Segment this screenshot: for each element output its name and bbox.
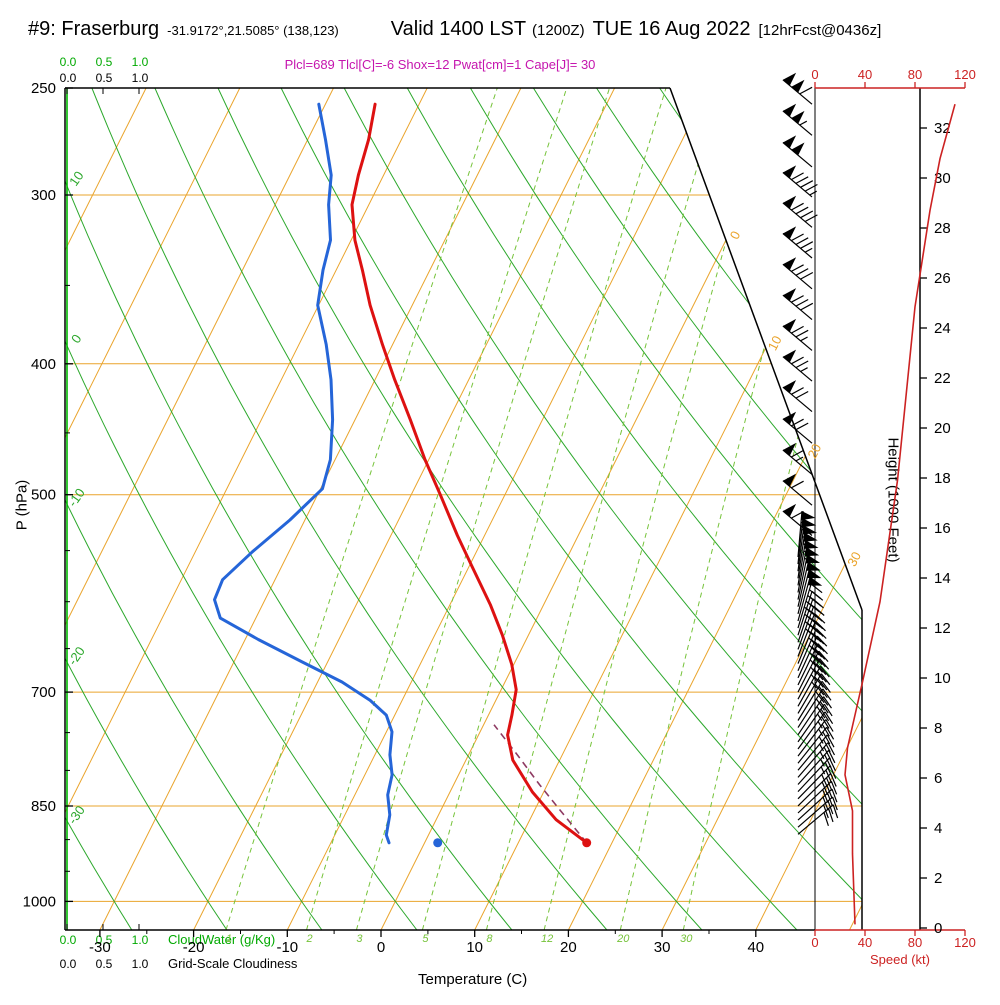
svg-text:-30: -30 [89,939,111,956]
surface-temperature-dot [582,838,591,847]
svg-text:400: 400 [31,356,56,373]
svg-text:-10: -10 [276,939,298,956]
chart-frame [65,88,965,930]
svg-text:10: 10 [934,670,951,687]
svg-text:80: 80 [908,67,922,82]
svg-text:20: 20 [616,933,630,945]
svg-text:0: 0 [727,228,744,241]
svg-text:2: 2 [934,870,942,887]
surface-dewpoint-dot [433,838,442,847]
isotherm-label: 20 [804,441,824,461]
svg-text:5: 5 [422,933,429,945]
svg-text:16: 16 [934,520,951,537]
isotherm-label: 10 [765,333,785,353]
svg-text:8: 8 [934,720,942,737]
svg-text:40: 40 [747,939,764,956]
svg-text:10: 10 [66,168,87,188]
svg-text:40: 40 [858,935,872,950]
svg-text:12: 12 [934,620,951,637]
svg-text:30: 30 [844,549,864,569]
svg-text:24: 24 [934,320,951,337]
svg-text:250: 250 [31,80,56,97]
svg-text:10: 10 [466,939,483,956]
isotherm-label: 30 [844,549,864,569]
svg-text:2: 2 [305,933,312,945]
svg-text:3: 3 [356,933,363,945]
dewpoint-curve [215,104,393,843]
svg-text:26: 26 [934,270,951,287]
svg-text:30: 30 [654,939,671,956]
svg-text:10: 10 [765,333,785,353]
svg-text:22: 22 [934,370,951,387]
svg-text:30: 30 [680,933,693,945]
svg-text:80: 80 [908,935,922,950]
svg-text:700: 700 [31,684,56,701]
svg-text:500: 500 [31,487,56,504]
background-grid [0,88,1000,930]
svg-text:850: 850 [31,798,56,815]
isotherm-label: 0 [727,228,744,241]
svg-text:4: 4 [934,820,942,837]
svg-text:300: 300 [31,187,56,204]
svg-text:12: 12 [541,933,553,945]
svg-text:28: 28 [934,220,951,237]
svg-text:0: 0 [934,920,942,937]
dry-adiabat-label: 0 [68,331,84,346]
svg-text:40: 40 [858,67,872,82]
svg-text:20: 20 [560,939,577,956]
svg-text:0: 0 [811,67,818,82]
sounding-profiles [215,104,956,924]
svg-text:0: 0 [377,939,385,956]
svg-text:20: 20 [804,441,824,461]
svg-text:0: 0 [811,935,818,950]
svg-text:1: 1 [226,933,232,945]
svg-text:120: 120 [954,935,976,950]
svg-text:1000: 1000 [23,893,56,910]
dry-adiabat-label: 10 [66,168,87,188]
svg-text:14: 14 [934,570,951,587]
svg-text:6: 6 [934,770,942,787]
svg-text:8: 8 [486,933,493,945]
svg-text:0: 0 [68,331,84,346]
svg-text:18: 18 [934,470,951,487]
svg-text:-20: -20 [183,939,205,956]
svg-text:120: 120 [954,67,976,82]
svg-text:20: 20 [934,420,951,437]
